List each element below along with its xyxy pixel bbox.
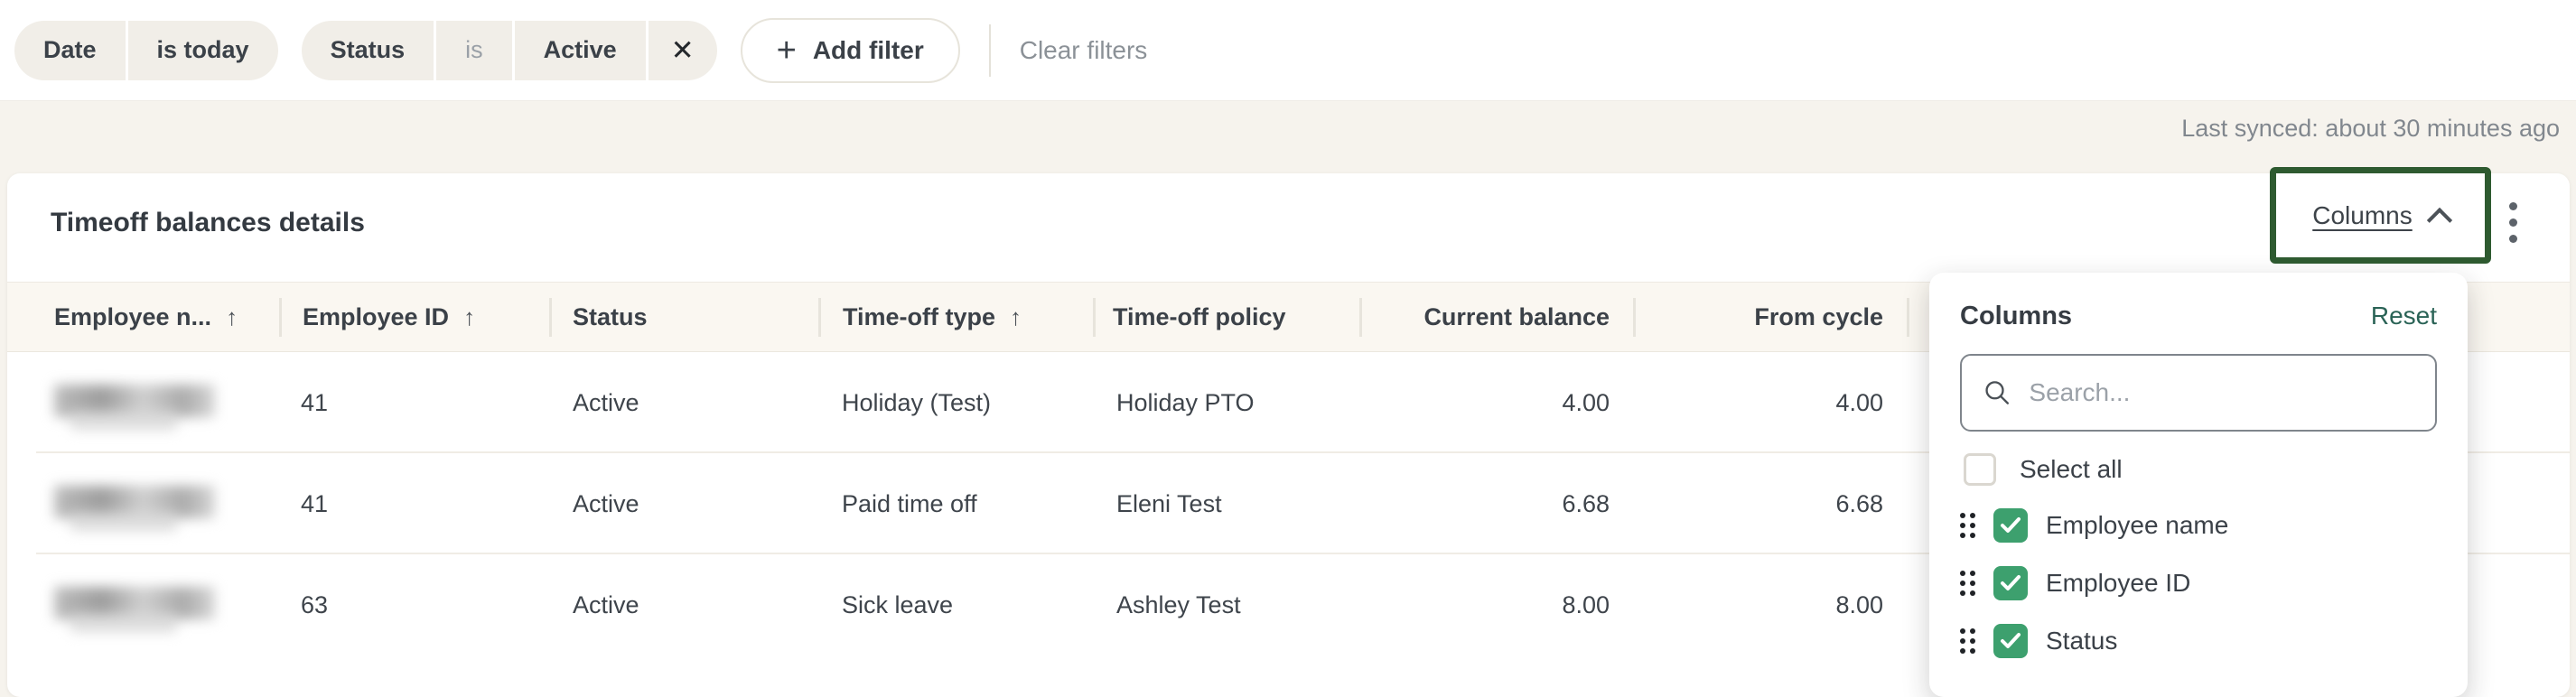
sort-asc-icon: ↑ <box>463 302 476 330</box>
cell-from-cycle: 4.00 <box>1835 388 1883 416</box>
add-filter-button[interactable]: + Add filter <box>740 17 960 83</box>
column-item-label: Employee ID <box>2046 569 2191 597</box>
cell-employee-id: 41 <box>301 388 329 416</box>
cell-timeoff-policy: Ashley Test <box>1116 590 1241 618</box>
remove-status-filter-button[interactable]: ✕ <box>648 20 717 80</box>
select-all-checkbox[interactable] <box>1964 453 1996 486</box>
cell-from-cycle: 6.68 <box>1835 489 1883 517</box>
filter-operator-status[interactable]: is <box>436 20 512 80</box>
cell-timeoff-type: Sick leave <box>842 590 954 618</box>
columns-button[interactable]: Columns <box>2312 200 2413 229</box>
sort-asc-icon: ↑ <box>226 302 238 330</box>
checkmark-icon <box>2001 633 2021 648</box>
redacted-employee-name <box>54 385 215 430</box>
click-annotation-box: Columns <box>2270 167 2491 264</box>
column-search-input[interactable] <box>2029 378 2413 407</box>
search-icon <box>1985 381 2009 404</box>
plus-icon: + <box>776 31 797 70</box>
column-header-employee-id[interactable]: Employee ID ↑ <box>281 283 552 351</box>
select-all-label: Select all <box>2020 455 2123 483</box>
table-row[interactable]: 41 Active Holiday (Test) Holiday PTO 4.0… <box>7 352 2570 453</box>
close-icon: ✕ <box>670 33 695 66</box>
column-header-timeoff-policy[interactable]: Time-off policy <box>1095 283 1362 351</box>
cell-current-balance: 6.68 <box>1562 489 1610 517</box>
checkmark-icon <box>2001 517 2021 533</box>
reset-columns-link[interactable]: Reset <box>2370 302 2437 330</box>
clear-filters-link[interactable]: Clear filters <box>1019 35 1148 64</box>
add-filter-label: Add filter <box>812 35 924 64</box>
column-toggle-employee-id[interactable]: Employee ID <box>1960 554 2437 612</box>
cell-timeoff-type: Paid time off <box>842 489 977 517</box>
filter-field-date[interactable]: Date <box>14 20 126 80</box>
filter-bar: Date is today Status is Active ✕ + Add f… <box>0 0 2576 101</box>
cell-status: Active <box>573 388 639 416</box>
cell-timeoff-policy: Holiday PTO <box>1116 388 1255 416</box>
filter-chip-status: Status is Active ✕ <box>301 20 717 80</box>
checked-checkbox[interactable] <box>1993 566 2028 600</box>
table-row[interactable]: 41 Active Paid time off Eleni Test 6.68 … <box>7 453 2570 554</box>
column-header-status[interactable]: Status <box>551 283 821 351</box>
cell-status: Active <box>573 489 639 517</box>
drag-handle-icon[interactable] <box>1960 571 1975 596</box>
column-header-from-cycle[interactable]: From cycle <box>1635 283 1909 351</box>
cell-from-cycle: 8.00 <box>1835 590 1883 618</box>
column-toggle-status[interactable]: Status <box>1960 612 2437 670</box>
checked-checkbox[interactable] <box>1993 624 2028 658</box>
cell-employee-id: 41 <box>301 489 329 517</box>
last-synced-status: Last synced: about 30 minutes ago <box>2181 115 2560 142</box>
column-item-label: Employee name <box>2046 511 2229 539</box>
checkmark-icon <box>2001 575 2021 590</box>
redacted-employee-name <box>54 587 215 632</box>
chevron-up-icon <box>2426 207 2452 233</box>
column-header-employee-name[interactable]: Employee n... ↑ <box>7 283 282 351</box>
filter-field-status[interactable]: Status <box>301 20 434 80</box>
column-item-label: Status <box>2046 627 2118 655</box>
select-all-row[interactable]: Select all <box>1960 448 2437 491</box>
drag-handle-icon[interactable] <box>1960 513 1975 538</box>
cell-current-balance: 4.00 <box>1562 388 1610 416</box>
cell-current-balance: 8.00 <box>1562 590 1610 618</box>
kebab-menu-button[interactable] <box>2509 202 2517 243</box>
filter-chip-date: Date is today <box>14 20 278 80</box>
filter-bar-divider <box>988 23 991 77</box>
checked-checkbox[interactable] <box>1993 508 2028 543</box>
redacted-employee-name <box>54 486 215 531</box>
filter-condition-date[interactable]: is today <box>127 20 278 80</box>
column-search-box <box>1960 354 2437 432</box>
cell-employee-id: 63 <box>301 590 329 618</box>
cell-timeoff-policy: Eleni Test <box>1116 489 1222 517</box>
filter-value-status[interactable]: Active <box>514 20 646 80</box>
card-title: Timeoff balances details <box>51 208 365 237</box>
table-body: 41 Active Holiday (Test) Holiday PTO 4.0… <box>7 352 2570 655</box>
cell-status: Active <box>573 590 639 618</box>
table-row[interactable]: 63 Active Sick leave Ashley Test 8.00 8.… <box>7 554 2570 655</box>
drag-handle-icon[interactable] <box>1960 628 1975 654</box>
panel-title: Columns <box>1960 301 2073 330</box>
column-toggle-employee-name[interactable]: Employee name <box>1960 497 2437 554</box>
columns-dropdown-panel: Columns Reset Select all Employee name E… <box>1929 273 2468 697</box>
column-header-timeoff-type[interactable]: Time-off type ↑ <box>820 283 1096 351</box>
column-header-current-balance[interactable]: Current balance <box>1361 283 1636 351</box>
cell-timeoff-type: Holiday (Test) <box>842 388 992 416</box>
sort-asc-icon: ↑ <box>1010 302 1022 330</box>
